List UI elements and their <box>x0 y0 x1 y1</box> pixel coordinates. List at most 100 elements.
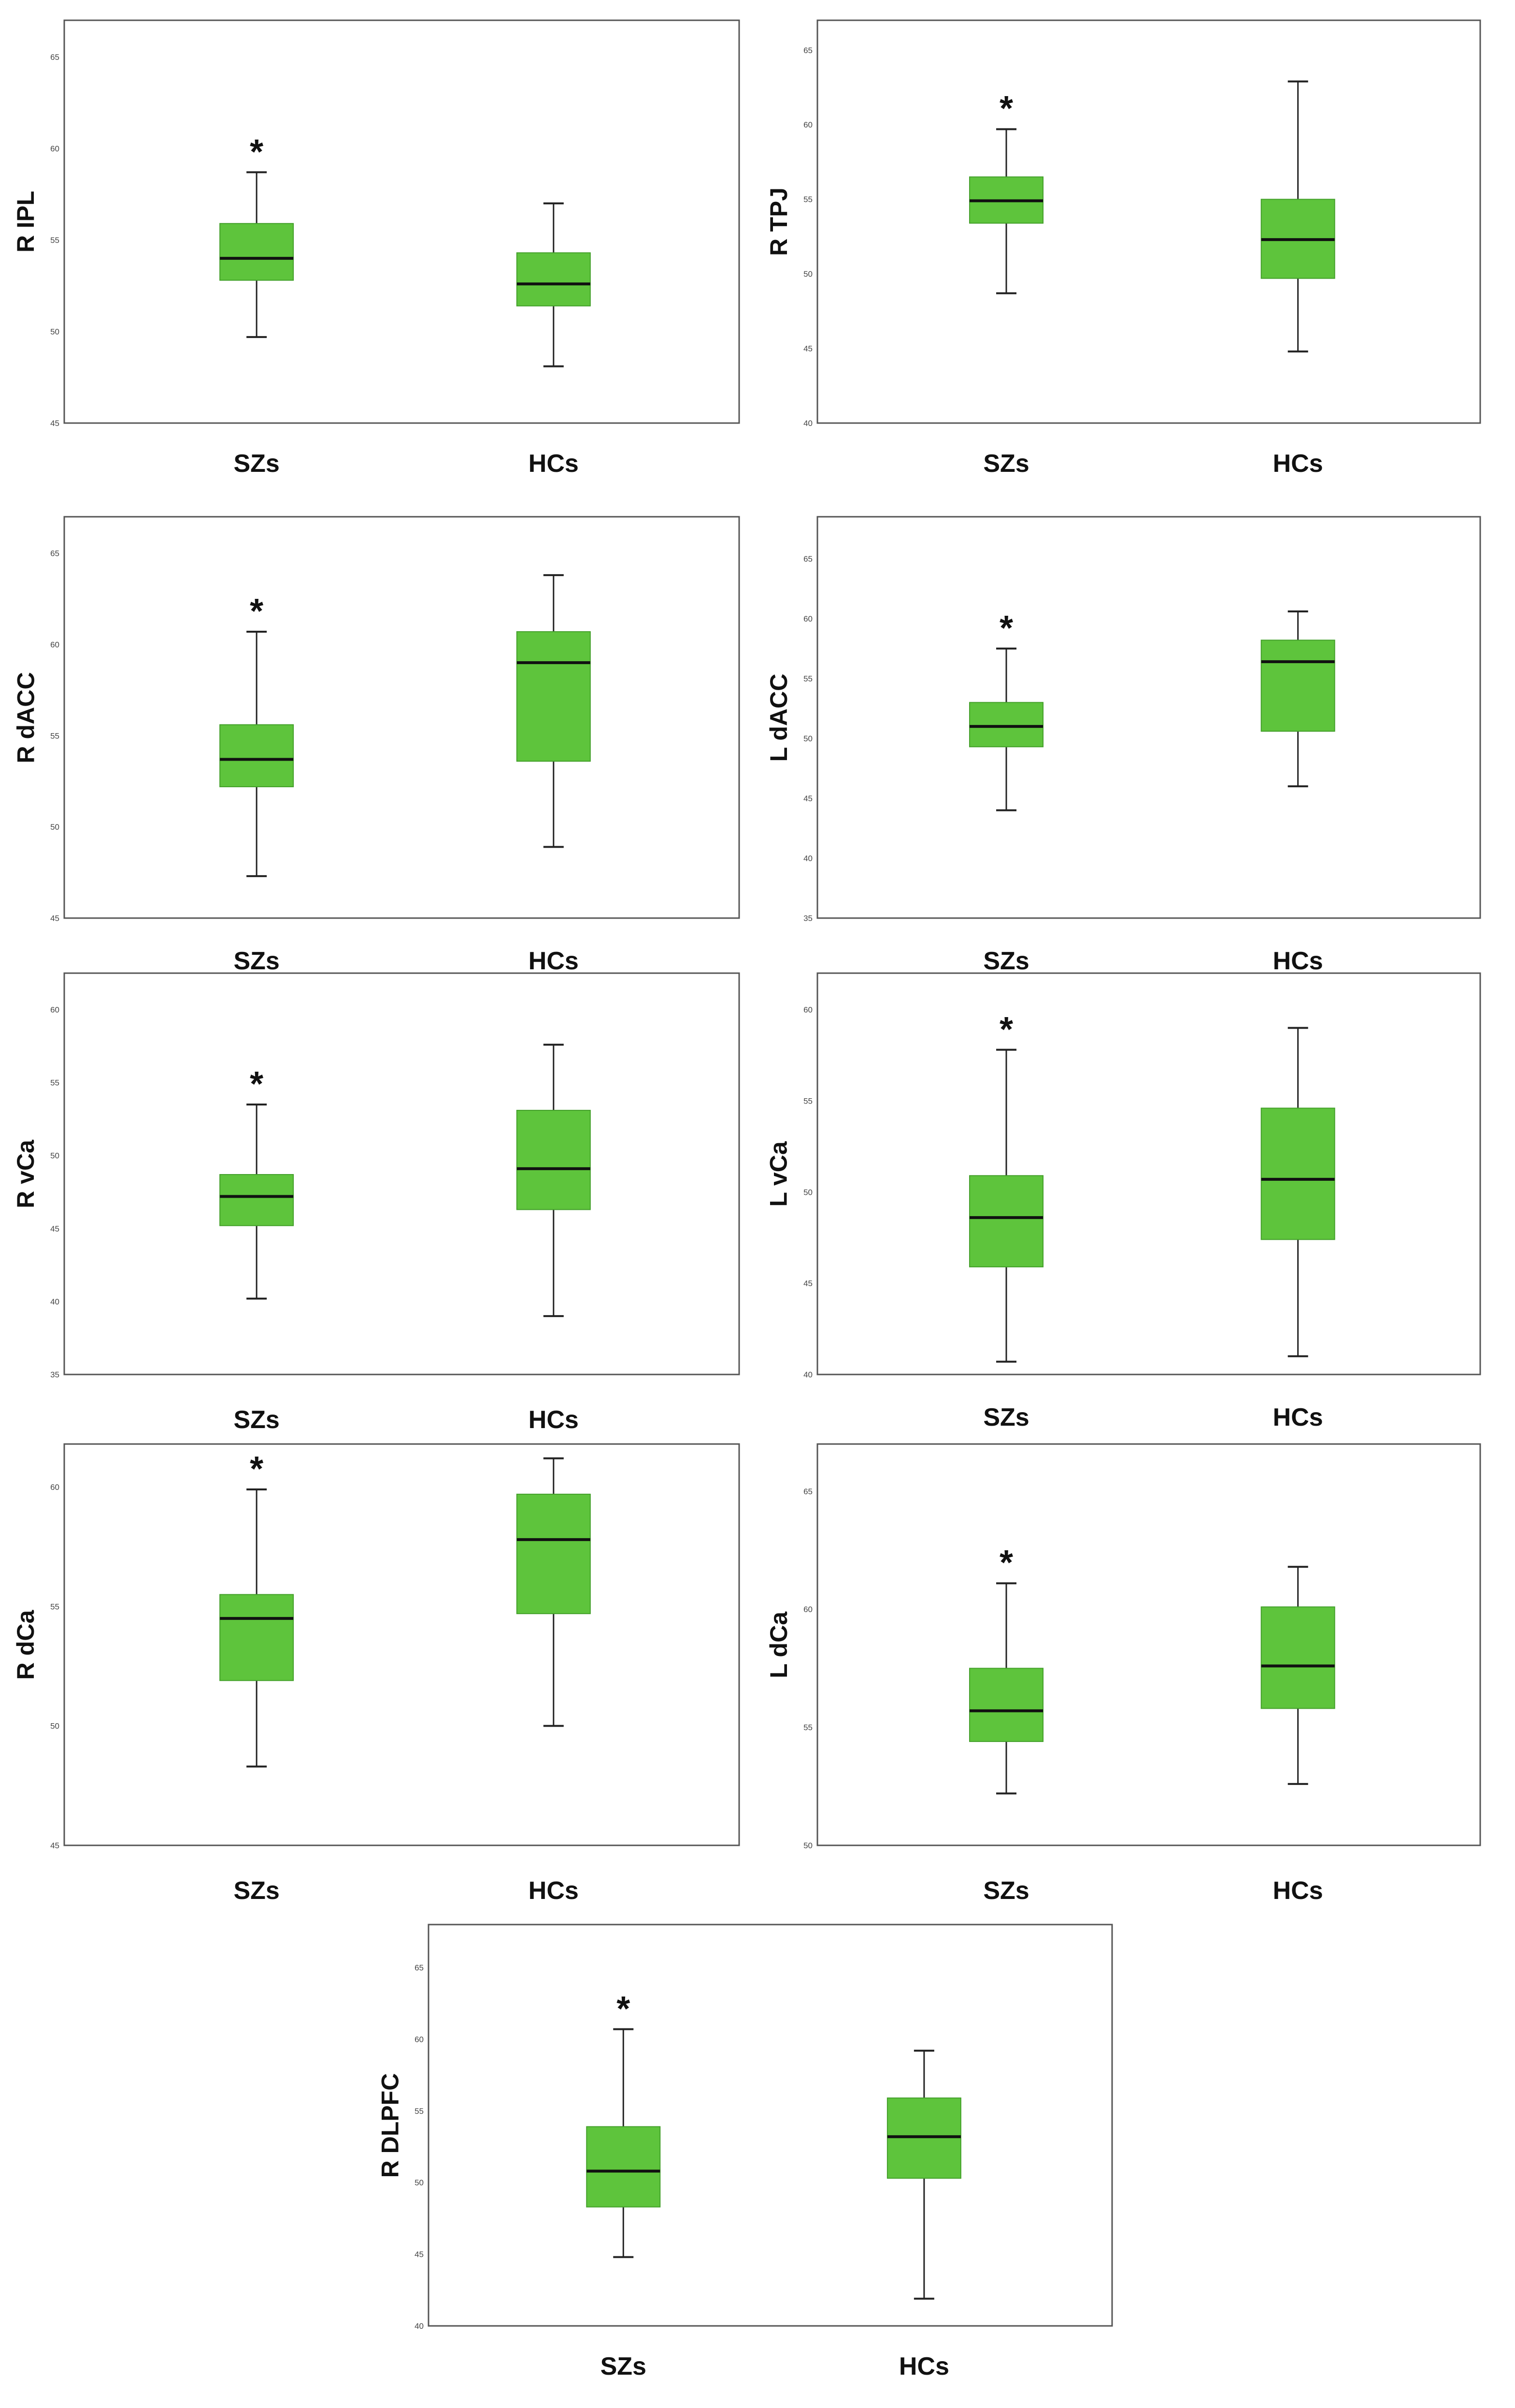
x-category-label: HCs <box>1272 1877 1323 1905</box>
plot-frame <box>816 516 1481 919</box>
plot-area: 40 45 50 55 60 65 <box>803 19 1481 428</box>
box-szs <box>586 2028 661 2258</box>
plot-area: 50 55 60 65 <box>803 1443 1481 1850</box>
plot-frame <box>428 1924 1113 2327</box>
box-hcs <box>1260 80 1335 353</box>
box-hcs <box>516 1044 591 1317</box>
box-hcs <box>516 574 591 848</box>
box-hcs <box>516 1457 591 1727</box>
y-tick-label: 60 <box>414 2035 424 2044</box>
box-szs <box>969 128 1044 295</box>
plot-frame <box>816 1443 1481 1846</box>
box-hcs <box>1260 610 1335 788</box>
plot-area: 35 40 45 50 55 60 <box>50 972 740 1379</box>
iqr-box <box>586 2126 661 2208</box>
x-category-label: HCs <box>528 1877 579 1905</box>
plot-frame <box>63 19 740 424</box>
y-tick-label: 65 <box>803 46 813 55</box>
box-szs <box>219 1488 294 1768</box>
y-tick-label: 65 <box>414 1963 424 1972</box>
plot-area: 40 45 50 55 60 <box>803 972 1481 1379</box>
x-category-label: HCs <box>528 450 579 478</box>
plot-area: 45 50 55 60 65 <box>50 516 740 923</box>
y-tick-label: 45 <box>50 1224 59 1233</box>
y-tick-label: 45 <box>414 2250 424 2259</box>
x-category-label: HCs <box>528 1406 579 1434</box>
y-tick-label: 55 <box>50 236 59 245</box>
plot-area: 40 45 50 55 60 65 <box>414 1924 1113 2331</box>
iqr-box <box>1260 639 1335 732</box>
y-tick-label: 65 <box>50 53 59 62</box>
plot-area: 45 50 55 60 65 <box>50 19 740 428</box>
plot-frame <box>816 972 1481 1375</box>
plot-frame <box>63 516 740 919</box>
x-category-label: SZs <box>233 450 280 478</box>
significance-star: * <box>1000 89 1014 128</box>
x-category-label: HCs <box>1272 450 1323 478</box>
x-category-label: SZs <box>983 1877 1029 1905</box>
box-szs <box>969 1048 1044 1363</box>
y-tick-label: 60 <box>50 1006 59 1015</box>
iqr-box <box>516 252 591 307</box>
plot-area: 45 50 55 60 <box>50 1443 740 1850</box>
significance-star: * <box>1000 1544 1014 1583</box>
y-tick-label: 65 <box>803 554 813 564</box>
y-tick-label: 60 <box>50 640 59 649</box>
box-szs <box>219 630 294 878</box>
significance-star: * <box>250 132 264 171</box>
y-tick-label: 55 <box>803 195 813 204</box>
box-hcs <box>886 2050 961 2300</box>
box-hcs <box>516 202 591 368</box>
y-tick-label: 50 <box>50 1722 59 1731</box>
iqr-box <box>969 1668 1044 1742</box>
significance-star: * <box>250 1064 264 1104</box>
x-category-label: SZs <box>233 1406 280 1434</box>
iqr-box <box>969 1175 1044 1268</box>
x-category-label: SZs <box>983 1403 1029 1431</box>
y-tick-label: 65 <box>803 1487 813 1496</box>
y-tick-label: 60 <box>803 120 813 129</box>
y-tick-label: 55 <box>803 1096 813 1105</box>
box-hcs <box>1260 1566 1335 1785</box>
y-tick-label: 60 <box>50 144 59 153</box>
y-tick-label: 60 <box>803 1006 813 1015</box>
plot-frame <box>816 19 1481 424</box>
significance-star: * <box>250 1449 264 1488</box>
iqr-box <box>516 1110 591 1210</box>
iqr-box <box>219 1594 294 1681</box>
y-tick-label: 50 <box>803 1188 813 1197</box>
box-szs <box>219 1103 294 1300</box>
iqr-box <box>969 702 1044 748</box>
significance-star: * <box>616 1989 630 2028</box>
y-tick-label: 40 <box>414 2322 424 2331</box>
y-tick-label: 45 <box>803 1279 813 1288</box>
x-category-label: HCs <box>1272 947 1323 975</box>
significance-star: * <box>1000 609 1014 648</box>
iqr-box <box>219 724 294 788</box>
y-tick-label: 50 <box>803 1841 813 1850</box>
y-tick-label: 50 <box>803 269 813 279</box>
y-tick-label: 55 <box>803 674 813 683</box>
box-szs <box>969 1582 1044 1795</box>
iqr-box <box>1260 1107 1335 1240</box>
iqr-box <box>219 1174 294 1226</box>
iqr-box <box>219 223 294 281</box>
y-tick-label: 50 <box>50 822 59 832</box>
y-tick-label: 55 <box>50 731 59 740</box>
y-tick-label: 40 <box>50 1297 59 1306</box>
box-szs <box>219 171 294 338</box>
x-category-label: HCs <box>1272 1403 1323 1431</box>
y-tick-label: 60 <box>803 1605 813 1614</box>
y-tick-label: 55 <box>50 1078 59 1088</box>
iqr-box <box>516 631 591 762</box>
y-tick-label: 60 <box>803 614 813 623</box>
x-category-label: SZs <box>233 947 280 975</box>
y-tick-label: 55 <box>803 1723 813 1732</box>
y-tick-label: 65 <box>50 549 59 558</box>
